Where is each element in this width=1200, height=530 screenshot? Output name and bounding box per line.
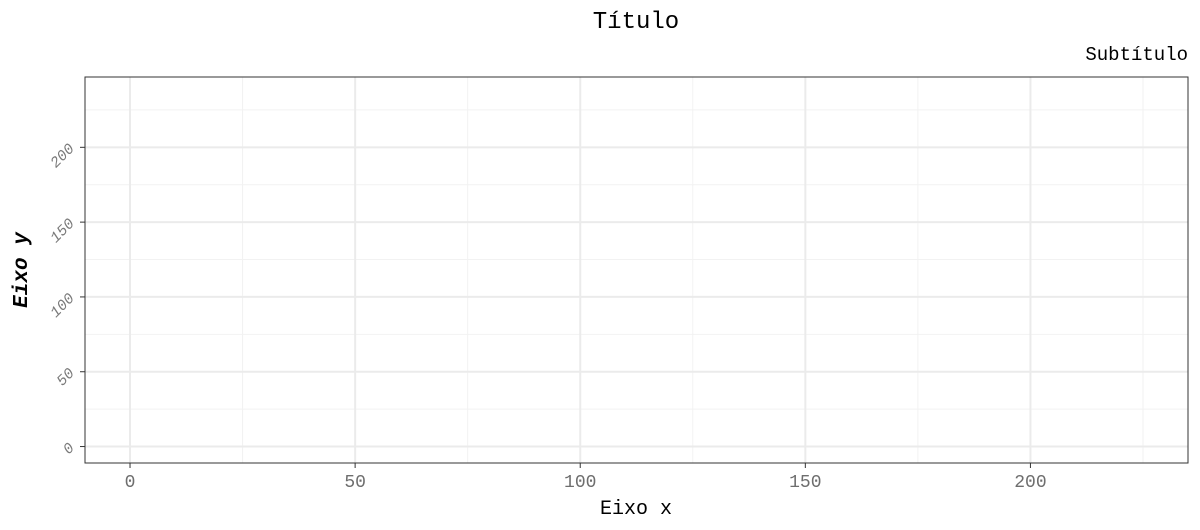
y-tick-label: 200 bbox=[47, 141, 78, 172]
y-tick-label: 100 bbox=[47, 290, 78, 321]
x-tick-label: 50 bbox=[344, 473, 366, 493]
plot-panel bbox=[84, 76, 1189, 464]
chart-title: Título bbox=[593, 9, 679, 36]
y-axis: 0 50 100 150 200 bbox=[47, 141, 85, 458]
x-tick-label: 0 bbox=[125, 473, 136, 493]
x-tick-label: 100 bbox=[564, 473, 596, 493]
x-axis-title: Eixo x bbox=[600, 498, 672, 521]
y-tick-label: 0 bbox=[60, 440, 78, 458]
panel-border bbox=[84, 76, 1189, 464]
y-axis-title: Eixo y bbox=[11, 231, 34, 308]
y-tick-label: 150 bbox=[47, 216, 78, 247]
major-gridlines bbox=[85, 77, 1188, 463]
x-axis: 0 50 100 150 200 bbox=[125, 463, 1047, 493]
x-tick-label: 150 bbox=[789, 473, 821, 493]
chart-subtitle: Subtítulo bbox=[1085, 44, 1188, 66]
minor-gridlines bbox=[85, 77, 1188, 463]
x-tick-label: 200 bbox=[1014, 473, 1046, 493]
y-tick-label: 50 bbox=[54, 365, 79, 390]
